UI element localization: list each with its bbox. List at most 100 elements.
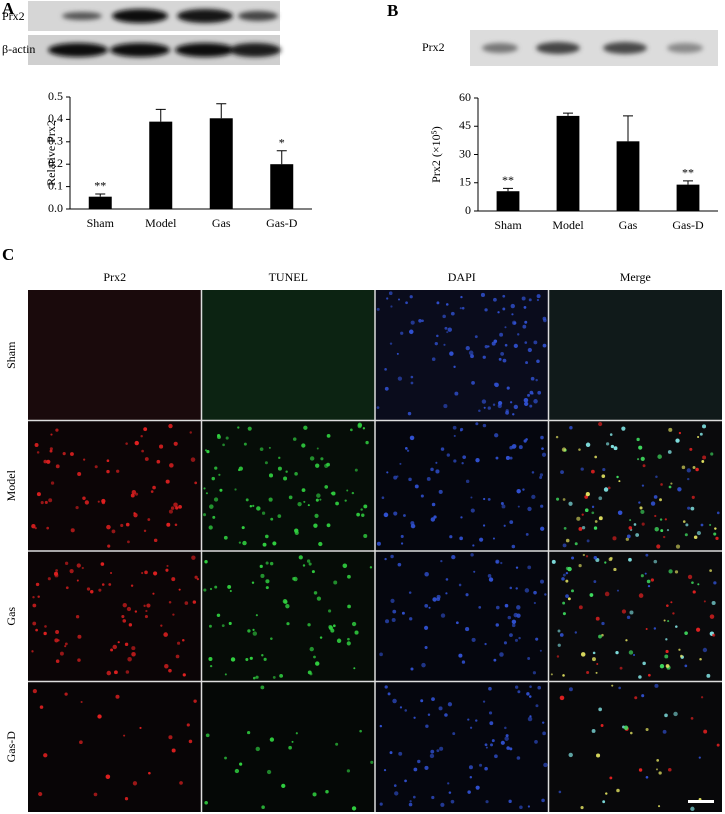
cell-dot	[535, 704, 539, 708]
cell-dot	[480, 292, 486, 298]
cell-dot	[663, 619, 666, 622]
cell-dot	[46, 526, 50, 530]
cell-dot	[616, 475, 619, 479]
cell-dot	[645, 553, 649, 557]
cell-dot	[55, 428, 59, 432]
cell-dot	[502, 358, 507, 363]
cell-dot	[525, 532, 529, 536]
cell-dot	[459, 429, 463, 432]
cell-dot	[609, 556, 613, 560]
cell-dot	[353, 667, 356, 670]
cell-dot	[702, 424, 707, 429]
cell-dot	[639, 506, 643, 510]
cell-dot	[116, 469, 120, 473]
cell-dot	[615, 651, 619, 655]
cell-dot	[247, 426, 252, 431]
column-header: TUNEL	[269, 270, 308, 284]
cell-dot	[214, 585, 218, 589]
cell-dot	[713, 581, 717, 585]
cell-dot	[658, 771, 662, 775]
cell-dot	[460, 295, 463, 299]
cell-dot	[557, 643, 561, 647]
blot-bands	[482, 42, 703, 54]
cell-dot	[524, 401, 529, 407]
cell-dot	[618, 480, 621, 483]
cell-dot	[470, 508, 475, 513]
cell-dot	[443, 404, 448, 409]
cell-dot	[212, 515, 216, 519]
cell-dot	[376, 406, 380, 410]
cell-dot	[640, 509, 645, 514]
cell-dot	[539, 649, 542, 652]
cell-dot	[666, 604, 669, 607]
cell-dot	[262, 542, 267, 547]
cell-dot	[440, 560, 443, 563]
cell-dot	[331, 491, 336, 496]
y-tick-label: 45	[459, 118, 471, 132]
cell-dot	[550, 673, 553, 676]
cell-dot	[482, 524, 486, 527]
cell-dot	[700, 696, 704, 699]
micrograph-bg	[201, 420, 375, 551]
cell-dot	[346, 769, 351, 773]
cell-dot	[434, 342, 438, 346]
micrograph-bg	[548, 551, 722, 682]
cell-dot	[502, 294, 506, 298]
cell-dot	[176, 641, 181, 645]
cell-dot	[569, 426, 573, 430]
cell-dot	[517, 333, 520, 336]
micrograph	[548, 681, 722, 812]
cell-dot	[584, 508, 589, 513]
cell-dot	[144, 570, 148, 575]
cell-dot	[122, 602, 127, 608]
column-header: Merge	[620, 270, 651, 284]
cell-dot	[270, 517, 274, 521]
cell-dot	[665, 664, 670, 668]
cell-dot	[255, 675, 259, 679]
y-tick-label: 0	[465, 203, 471, 217]
cell-dot	[227, 584, 232, 589]
cell-dot	[527, 657, 531, 660]
cell-dot	[101, 583, 105, 586]
cell-dot	[97, 500, 100, 503]
cell-dot	[524, 341, 528, 344]
cell-dot	[565, 594, 569, 599]
cell-dot	[424, 765, 429, 770]
cell-dot	[168, 601, 172, 604]
cell-dot	[487, 574, 492, 578]
cell-dot	[115, 694, 120, 699]
cell-dot	[542, 343, 547, 348]
cell-dot	[164, 664, 169, 669]
cell-dot	[526, 692, 530, 696]
cell-dot	[690, 806, 695, 812]
cell-dot	[209, 587, 213, 591]
cell-dot	[225, 436, 229, 440]
cell-dot	[130, 584, 134, 587]
micrograph	[201, 290, 375, 421]
cell-dot	[609, 776, 613, 780]
cell-dot	[481, 399, 487, 404]
cell-dot	[268, 446, 271, 449]
cell-dot	[59, 651, 64, 656]
cell-dot	[444, 326, 448, 330]
y-tick-label: 60	[459, 90, 471, 104]
cell-dot	[133, 512, 136, 515]
blot-bands	[48, 43, 281, 57]
cell-dot	[509, 586, 513, 590]
cell-dot	[205, 733, 210, 738]
micrograph	[28, 420, 202, 551]
cell-dot	[664, 518, 667, 521]
bar	[496, 191, 520, 211]
cell-dot	[404, 709, 408, 712]
cell-dot	[666, 529, 670, 532]
cell-dot	[203, 588, 207, 592]
micrograph	[28, 290, 202, 421]
cell-dot	[602, 800, 606, 804]
cell-dot	[122, 619, 127, 623]
cell-dot	[131, 489, 137, 495]
cell-dot	[384, 368, 387, 371]
cell-dot	[511, 544, 516, 549]
cell-dot	[432, 597, 437, 602]
cell-dot	[536, 298, 540, 302]
cell-dot	[36, 492, 41, 497]
